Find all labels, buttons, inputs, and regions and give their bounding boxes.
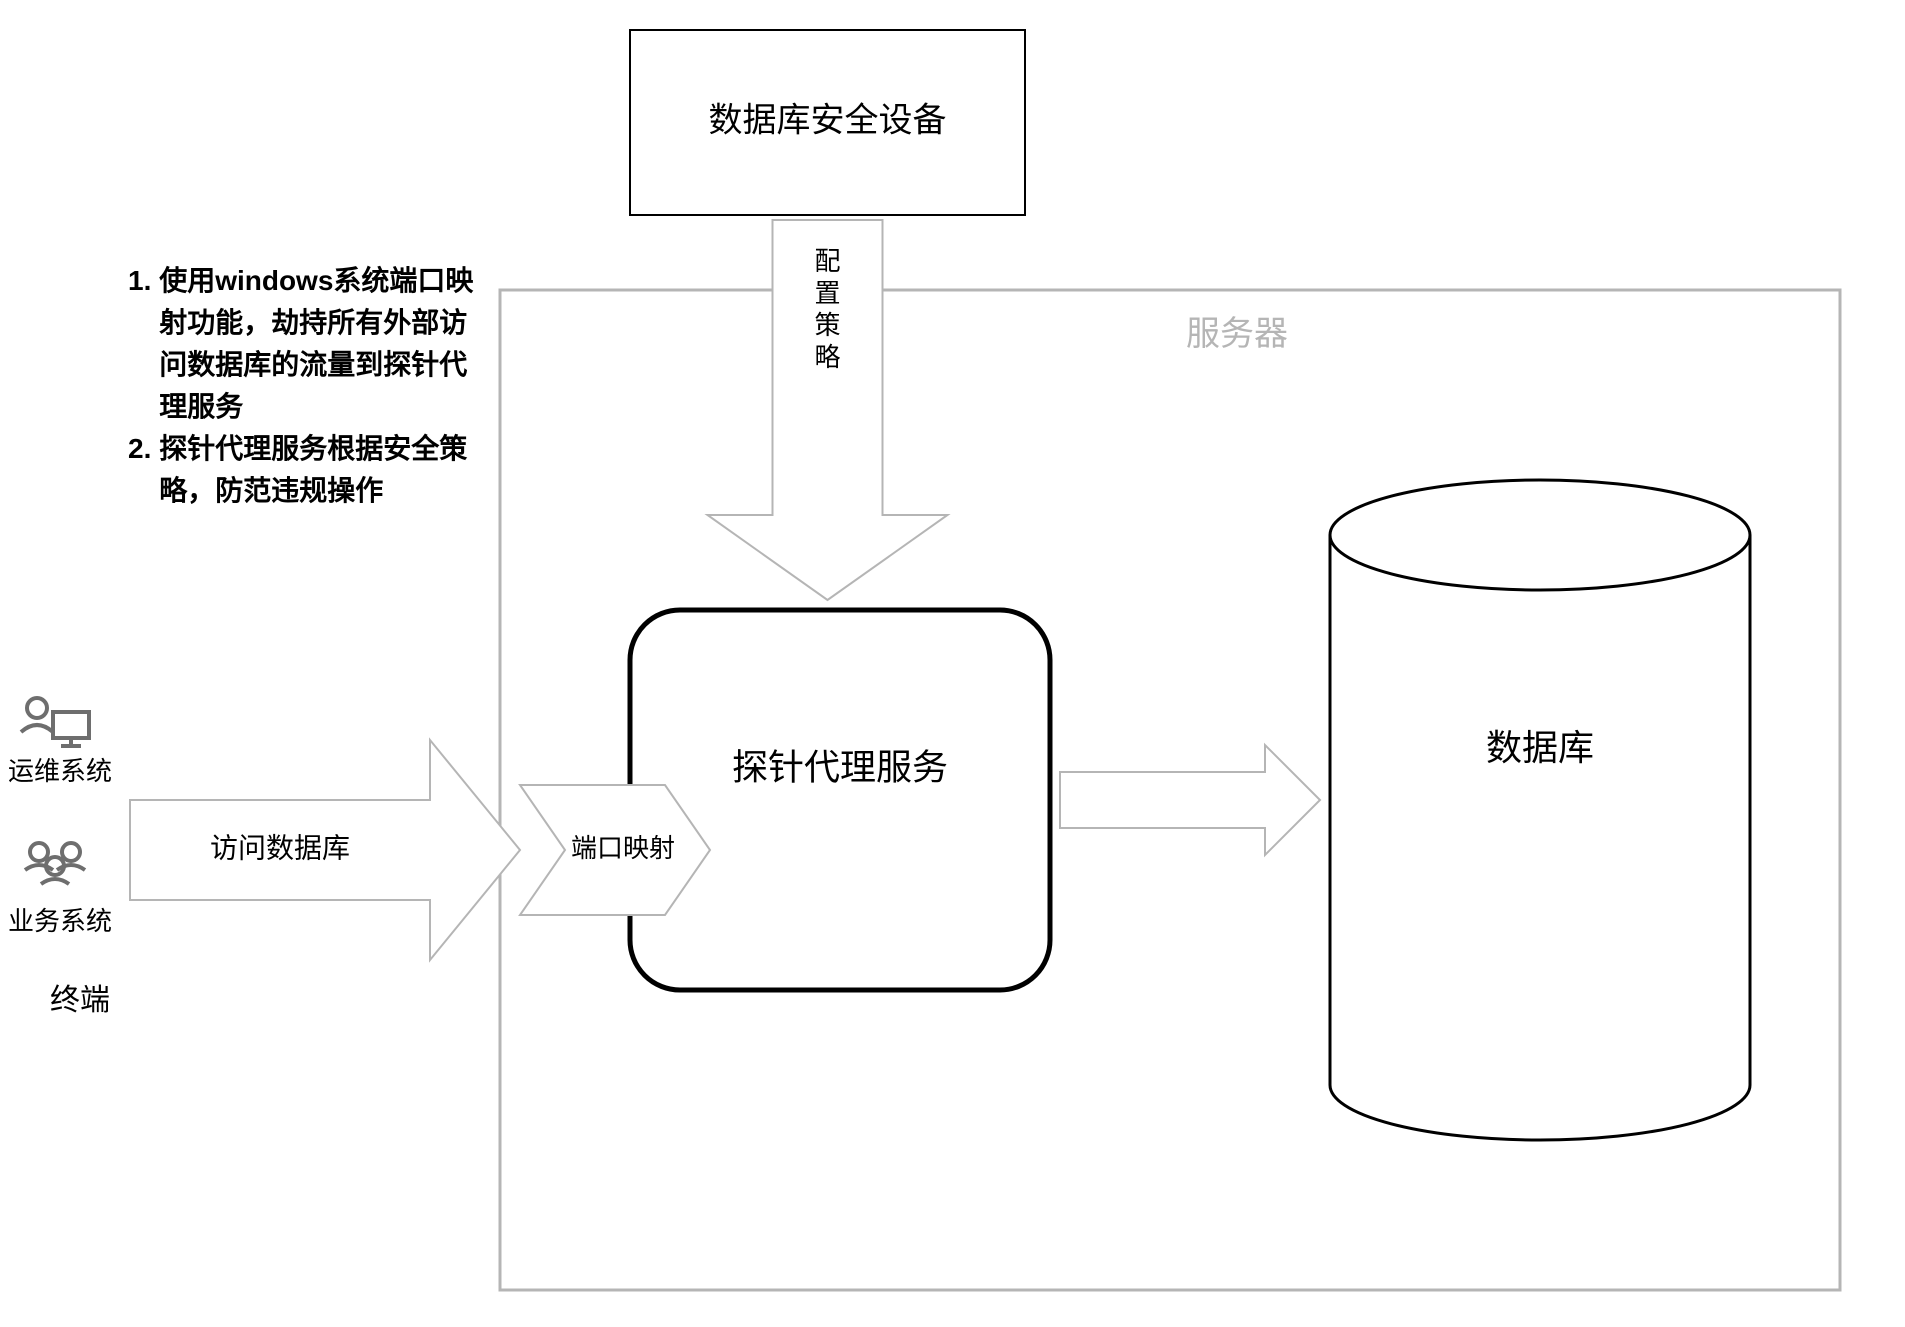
ops-system-label: 运维系统 <box>8 756 112 786</box>
database-cylinder <box>1330 480 1750 1140</box>
biz-system-label: 业务系统 <box>8 906 112 936</box>
probe-agent-label: 探针代理服务 <box>732 747 948 788</box>
note-item: 探针代理服务根据安全策略，防范违规操作 <box>159 428 490 512</box>
ops-system-icon <box>21 698 89 746</box>
port-map-label: 端口映射 <box>571 833 675 863</box>
database-label: 数据库 <box>1486 727 1594 768</box>
biz-system-icon <box>25 843 85 884</box>
config-policy-arrow <box>708 220 948 600</box>
server-container-label: 服务器 <box>1186 315 1288 353</box>
probe-to-db-arrow <box>1060 745 1320 855</box>
terminal-label: 终端 <box>50 984 110 1017</box>
note-item: 使用windows系统端口映射功能，劫持所有外部访问数据库的流量到探针代理服务 <box>159 260 490 428</box>
probe-agent-box <box>630 610 1050 990</box>
notes-list: 使用windows系统端口映射功能，劫持所有外部访问数据库的流量到探针代理服务探… <box>120 260 490 512</box>
db-security-label: 数据库安全设备 <box>709 101 947 139</box>
architecture-diagram: 服务器 数据库安全设备 配置策略 探针代理服务 数据库 访问数据库 端口映射 运… <box>0 0 1905 1327</box>
access-db-label: 访问数据库 <box>210 832 350 863</box>
